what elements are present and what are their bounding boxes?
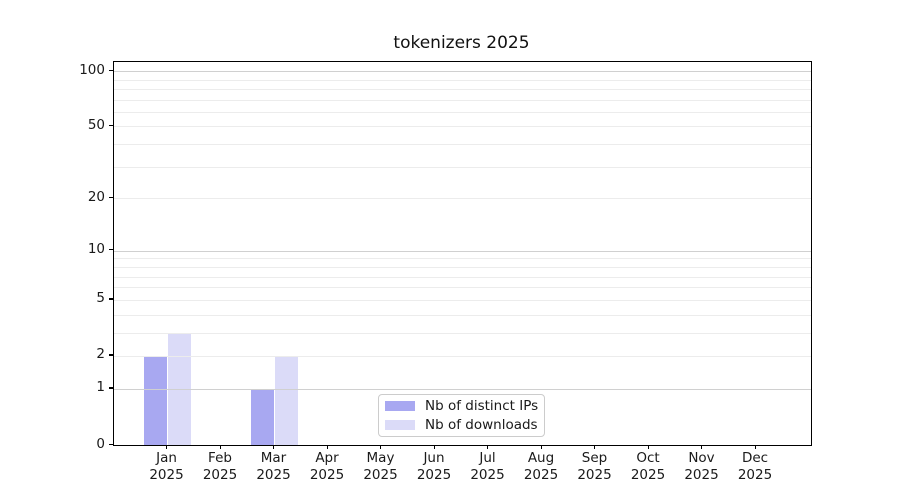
- gridline-minor: [114, 332, 811, 334]
- legend: Nb of distinct IPs Nb of downloads: [378, 394, 545, 437]
- y-tick-label: 20: [87, 188, 105, 205]
- y-tick-label: 50: [87, 116, 105, 133]
- x-tick-mark: [487, 445, 489, 449]
- gridline-minor: [114, 126, 811, 128]
- y-tick-label: 10: [87, 241, 105, 258]
- x-tick-label: Mar 2025: [256, 450, 291, 483]
- bar-distinct-ips: [144, 355, 168, 445]
- y-tick-label: 2: [96, 346, 105, 363]
- gridline-minor: [114, 88, 811, 90]
- x-tick-mark: [540, 445, 542, 449]
- x-tick-label: Aug 2025: [523, 450, 559, 483]
- bar-downloads: [274, 355, 298, 445]
- y-tick-mark: [109, 354, 113, 356]
- x-tick-mark: [433, 445, 435, 449]
- gridline-minor: [114, 355, 811, 357]
- gridline-major: [114, 71, 811, 73]
- legend-swatch-distinct-ips: [385, 400, 415, 412]
- y-tick-label: 100: [79, 61, 105, 78]
- x-tick-mark: [326, 445, 328, 449]
- gridline-minor: [114, 99, 811, 101]
- y-tick-label: 0: [96, 435, 105, 452]
- y-tick-mark: [109, 249, 113, 251]
- gridline-minor: [114, 166, 811, 168]
- x-tick-mark: [754, 445, 756, 449]
- x-tick-label: Apr 2025: [309, 450, 345, 483]
- gridline-minor: [114, 79, 811, 81]
- y-tick-mark: [109, 124, 113, 127]
- gridline-minor: [114, 276, 811, 278]
- gridline-minor: [114, 258, 811, 260]
- y-tick-label: 5: [96, 290, 105, 307]
- legend-row: Nb of distinct IPs: [385, 398, 539, 414]
- y-tick-label: 1: [96, 379, 105, 396]
- x-tick-label: May 2025: [363, 450, 398, 483]
- x-tick-label: Jan 2025: [149, 450, 184, 483]
- gridline-minor: [114, 266, 811, 268]
- x-tick-mark: [273, 445, 275, 449]
- legend-label: Nb of distinct IPs: [425, 398, 539, 414]
- y-tick-mark: [109, 196, 113, 199]
- x-tick-label: Oct 2025: [630, 450, 666, 483]
- legend-swatch-downloads: [385, 419, 415, 431]
- gridline-minor: [114, 299, 811, 301]
- x-tick-mark: [380, 445, 382, 449]
- x-tick-mark: [701, 445, 703, 449]
- plot-area: [113, 61, 812, 446]
- gridline-minor: [114, 287, 811, 289]
- x-tick-mark: [219, 445, 221, 449]
- x-tick-mark: [166, 445, 168, 449]
- y-tick-mark: [109, 443, 113, 445]
- bar-distinct-ips: [251, 388, 275, 445]
- x-tick-label: Sep 2025: [577, 450, 612, 483]
- chart-title: tokenizers 2025: [393, 33, 530, 53]
- x-tick-label: Jul 2025: [470, 450, 505, 483]
- x-tick-label: Jun 2025: [416, 450, 452, 483]
- gridline-minor: [114, 111, 811, 113]
- y-tick-mark: [109, 387, 113, 389]
- x-tick-label: Dec 2025: [737, 450, 773, 483]
- gridline-minor: [114, 198, 811, 200]
- y-tick-mark: [109, 69, 113, 71]
- legend-label: Nb of downloads: [425, 417, 538, 433]
- x-tick-mark: [594, 445, 596, 449]
- x-tick-label: Feb 2025: [202, 450, 238, 483]
- gridline-minor: [114, 314, 811, 316]
- y-tick-mark: [109, 298, 113, 300]
- legend-row: Nb of downloads: [385, 417, 538, 433]
- gridline-major: [114, 250, 811, 252]
- x-tick-mark: [647, 445, 649, 449]
- x-tick-label: Nov 2025: [684, 450, 719, 483]
- gridline-major: [114, 388, 811, 390]
- gridline-minor: [114, 144, 811, 146]
